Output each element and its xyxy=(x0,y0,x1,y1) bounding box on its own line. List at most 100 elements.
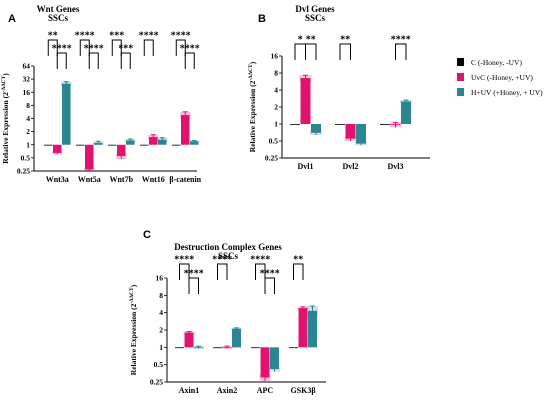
significance-bracket xyxy=(79,39,90,56)
legend-label: H+UV (+Honey, + UV) xyxy=(471,88,543,97)
y-tick-label: 16 xyxy=(271,52,279,61)
y-tick-label: 4 xyxy=(26,114,30,123)
y-tick-label: 32 xyxy=(23,75,31,84)
bar-huv xyxy=(401,101,411,124)
bar-c xyxy=(251,347,260,349)
bar-uvc xyxy=(298,308,308,348)
x-category-label: Dvl3 xyxy=(388,162,404,171)
significance-label: **** xyxy=(84,44,104,55)
bar-uvc xyxy=(260,347,270,378)
significance-bracket xyxy=(179,263,190,280)
y-tick-label: 64 xyxy=(23,62,31,71)
significance-bracket xyxy=(305,43,317,60)
significance-bracket xyxy=(56,52,67,69)
panel-letter: C xyxy=(143,229,151,241)
bar-c xyxy=(172,144,181,146)
chart-subtitle: SSCs xyxy=(305,13,326,23)
significance-bracket xyxy=(88,52,99,69)
x-category-label: Wnt16 xyxy=(142,175,165,184)
significance-label: **** xyxy=(180,44,200,55)
bar-uvc xyxy=(149,137,158,145)
bar-c xyxy=(290,124,300,125)
y-tick-label: 0.5 xyxy=(21,153,31,162)
bar-uvc xyxy=(300,78,311,124)
y-tick-label: 8 xyxy=(26,101,30,110)
significance-bracket xyxy=(188,277,199,294)
y-axis-label-close: ) xyxy=(1,73,10,76)
significance-bracket xyxy=(294,43,306,60)
significance-bracket xyxy=(264,277,275,294)
y-axis-label: Relative Expression (2-ΔΔCT) xyxy=(1,73,10,164)
significance-bracket xyxy=(255,263,266,280)
bar-uvc xyxy=(345,124,356,139)
significance-label: **** xyxy=(139,31,159,42)
significance-bracket xyxy=(395,43,407,60)
x-category-label: APC xyxy=(257,386,274,395)
significance-bracket xyxy=(184,52,195,69)
y-axis-label-close: ) xyxy=(129,284,138,287)
chart-title: Wnt Genes xyxy=(37,4,80,14)
significance-label: **** xyxy=(75,31,95,42)
y-tick-label: 16 xyxy=(156,274,164,283)
x-category-label: Wnt3a xyxy=(46,175,69,184)
y-tick-label: 16 xyxy=(23,88,31,97)
significance-label: ** xyxy=(306,35,316,46)
legend-swatch-uvc xyxy=(457,73,464,81)
y-tick-label: 8 xyxy=(274,69,278,78)
bar-uvc xyxy=(85,144,94,170)
significance-label: *** xyxy=(118,44,133,55)
significance-label: * xyxy=(298,35,303,46)
bar-uvc xyxy=(181,115,190,145)
significance-label: **** xyxy=(171,31,191,42)
x-category-label: Dvl1 xyxy=(298,162,314,171)
x-category-label: Axin2 xyxy=(217,386,237,395)
significance-label: **** xyxy=(52,44,72,55)
y-axis-label-superscript: -ΔΔCT xyxy=(1,75,7,92)
significance-label: **** xyxy=(184,269,204,280)
significance-label: **** xyxy=(250,255,270,266)
significance-bracket xyxy=(175,39,186,56)
significance-bracket xyxy=(339,43,351,60)
y-tick-label: 1 xyxy=(159,343,163,352)
bar-uvc xyxy=(184,332,194,348)
bar-uvc xyxy=(53,144,62,153)
bar-c xyxy=(44,144,53,146)
bar-huv xyxy=(311,124,321,133)
significance-label: **** xyxy=(212,255,232,266)
bar-c xyxy=(175,347,184,349)
y-tick-label: 0.25 xyxy=(150,378,163,387)
bar-c xyxy=(213,347,222,349)
chart-title: Destruction Complex Genes xyxy=(174,242,282,252)
significance-label: **** xyxy=(174,255,194,266)
x-category-label: β-catenin xyxy=(169,175,201,184)
bar-huv xyxy=(158,139,167,145)
bar-c xyxy=(76,144,85,146)
bar-huv xyxy=(270,347,279,370)
significance-label: *** xyxy=(109,31,124,42)
y-axis-label: Relative Expression (2-ΔΔCT) xyxy=(248,61,257,152)
bar-c xyxy=(380,124,390,125)
y-tick-label: 2 xyxy=(159,326,163,335)
y-tick-label: 8 xyxy=(159,291,163,300)
significance-bracket xyxy=(217,263,228,280)
significance-label: **** xyxy=(260,269,280,280)
y-axis-label-superscript: -ΔΔCT xyxy=(129,287,135,304)
y-tick-label: 1 xyxy=(26,140,30,149)
y-tick-label: 2 xyxy=(274,103,278,112)
x-category-label: GSK3β xyxy=(290,386,315,395)
bar-huv xyxy=(126,140,135,145)
significance-bracket xyxy=(293,263,304,280)
bar-c xyxy=(140,144,149,146)
significance-bracket xyxy=(143,39,154,56)
bar-huv xyxy=(190,141,199,145)
x-category-label: Axin1 xyxy=(179,386,199,395)
bar-huv xyxy=(62,83,71,145)
y-tick-label: 0.25 xyxy=(17,167,30,176)
y-tick-label: 4 xyxy=(274,86,278,95)
significance-bracket xyxy=(120,52,131,69)
y-tick-label: 4 xyxy=(159,308,163,317)
bar-uvc xyxy=(117,144,126,157)
legend-swatch-c xyxy=(457,58,464,66)
